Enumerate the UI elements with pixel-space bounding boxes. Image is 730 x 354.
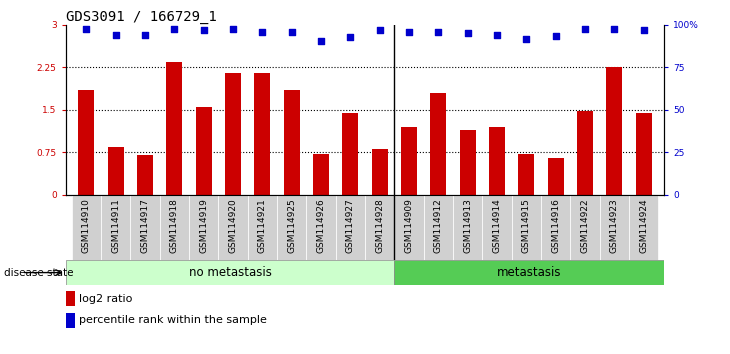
Bar [247,195,277,260]
Text: GSM114914: GSM114914 [493,198,502,253]
Text: GSM114913: GSM114913 [464,198,472,253]
Bar [196,107,212,195]
Bar [307,195,336,260]
Bar [401,127,417,195]
Point [462,30,474,36]
Bar [483,195,512,260]
Text: GSM114911: GSM114911 [111,198,120,253]
Point [169,27,180,32]
Bar [189,195,218,260]
Point [374,28,385,33]
Bar [66,260,394,285]
Text: GSM114915: GSM114915 [522,198,531,253]
Text: no metastasis: no metastasis [188,266,272,279]
Bar [570,195,600,260]
Bar [218,195,247,260]
Point [139,32,151,38]
Point [80,27,92,32]
Point [579,27,591,32]
Text: GDS3091 / 166729_1: GDS3091 / 166729_1 [66,10,217,24]
Point [286,29,298,34]
Bar [66,291,75,306]
Bar [548,158,564,195]
Bar [394,195,423,260]
Bar [101,195,130,260]
Bar [283,90,300,195]
Point [345,34,356,40]
Bar [629,195,658,260]
Point [315,38,327,44]
Text: GSM114918: GSM114918 [170,198,179,253]
Bar [166,62,182,195]
Text: log2 ratio: log2 ratio [79,294,132,304]
Bar [489,127,505,195]
Bar [313,154,329,195]
Text: metastasis: metastasis [497,266,561,279]
Text: GSM114917: GSM114917 [140,198,150,253]
Point [638,28,650,33]
Bar [107,147,123,195]
Bar [336,195,365,260]
Text: GSM114926: GSM114926 [317,198,326,253]
Bar [430,93,447,195]
Text: GSM114928: GSM114928 [375,198,384,253]
Text: GSM114925: GSM114925 [287,198,296,253]
Point [550,33,561,39]
Bar [365,195,394,260]
Point [491,32,503,38]
Text: GSM114916: GSM114916 [551,198,560,253]
Text: GSM114912: GSM114912 [434,198,443,253]
Bar [137,155,153,195]
Bar [160,195,189,260]
Bar [423,195,453,260]
Bar [72,195,101,260]
Bar [607,67,623,195]
Bar [372,149,388,195]
Bar [518,154,534,195]
Text: GSM114920: GSM114920 [228,198,237,253]
Text: disease state: disease state [4,268,73,278]
Point [520,36,532,42]
Bar [394,260,664,285]
Point [432,29,444,34]
Bar [460,130,476,195]
Text: GSM114924: GSM114924 [639,198,648,253]
Text: GSM114921: GSM114921 [258,198,266,253]
Point [609,27,620,32]
Point [110,32,121,38]
Text: percentile rank within the sample: percentile rank within the sample [79,315,266,325]
Text: GSM114927: GSM114927 [346,198,355,253]
Text: GSM114909: GSM114909 [404,198,413,253]
Point [403,29,415,34]
Bar [541,195,570,260]
Bar [512,195,541,260]
Point [256,29,268,34]
Bar [254,73,270,195]
Text: GSM114919: GSM114919 [199,198,208,253]
Bar [78,90,94,195]
Bar [225,73,241,195]
Bar [600,195,629,260]
Point [198,28,210,33]
Bar [130,195,160,260]
Point [227,26,239,32]
Text: GSM114910: GSM114910 [82,198,91,253]
Bar [453,195,483,260]
Bar [636,113,652,195]
Text: GSM114923: GSM114923 [610,198,619,253]
Bar [277,195,307,260]
Text: GSM114922: GSM114922 [580,198,590,253]
Bar [342,113,358,195]
Bar [66,313,75,327]
Bar [577,111,593,195]
